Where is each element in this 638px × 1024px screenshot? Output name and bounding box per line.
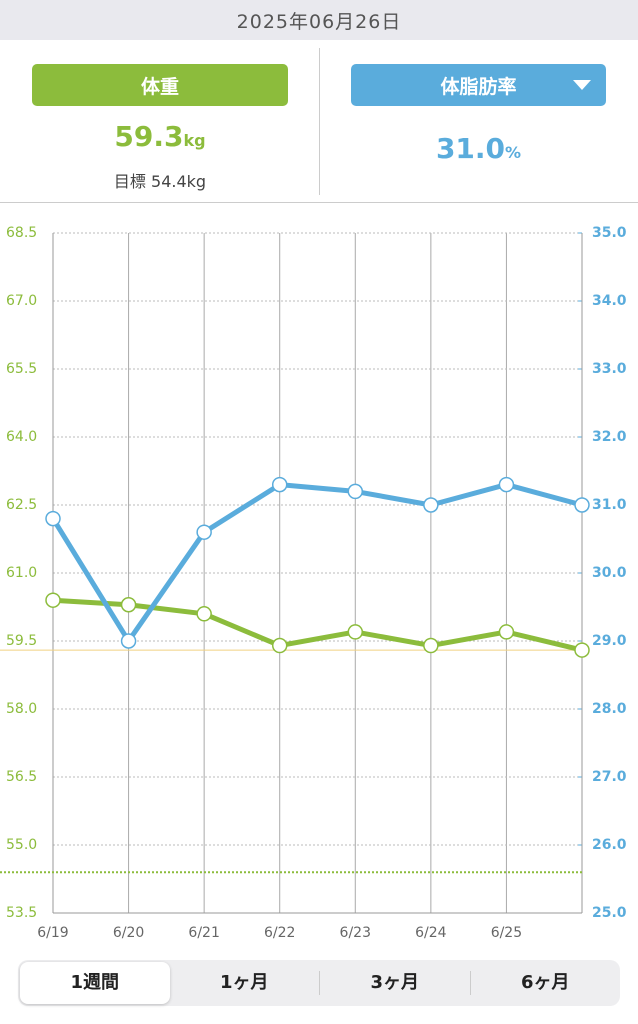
x-tick-label: 6/21 [188,925,219,941]
y-tick-label: 56.5 [6,769,37,785]
period-tab[interactable]: 3ヶ月 [370,972,420,993]
period-tabs: 1週間 1ヶ月 3ヶ月 6ヶ月 [18,960,620,1006]
y2-tick-label: 26.0 [592,837,627,853]
point [45,510,61,527]
y2-tick-label: 34.0 [592,293,627,309]
weight-unit: kg [183,131,206,150]
fat-number: 31.0 [435,132,506,165]
point [271,637,288,654]
period-tab[interactable]: 6ヶ月 [520,972,570,993]
y-tick-label: 59.5 [6,633,37,649]
goal-value: 54.4 [151,172,187,191]
point [196,524,212,540]
y-tick-label: 65.5 [6,361,37,377]
point [574,497,590,513]
point [498,624,515,640]
y2-tick-label: 30.0 [592,565,627,581]
point [498,476,515,493]
chart: 6/19 6/20 6/21 6/22 6/23 6/24 6/25 53.5 55.0 56.5… [0,225,627,941]
period-tab[interactable]: 1週間 [20,962,170,1004]
fat-button[interactable]: 体脂肪率 [351,64,606,106]
y2-tick-label: 28.0 [592,701,627,717]
fat-button-label: 体脂肪率 [440,75,517,98]
summary-panels: 体重 59.3kg 目標 54.4kg 体脂肪率 31.0% [0,40,638,203]
goal: 目標 54.4kg [32,168,288,192]
divider [319,48,320,195]
y-tick-label: 53.5 [6,905,37,921]
weight-button[interactable]: 体重 [32,64,288,106]
series-line [50,482,583,644]
tab-separator [469,971,471,995]
point [120,596,137,613]
y-tick-label: 67.0 [6,293,37,309]
y-tick-label: 68.5 [6,225,37,241]
x-tick-label: 6/24 [415,925,447,941]
point [45,592,61,608]
series-line [52,597,583,653]
y2-tick-label: 29.0 [592,633,627,649]
y-tick-label: 55.0 [6,837,37,853]
y2-tick-label: 27.0 [592,769,627,785]
y-tick-label: 61.0 [6,565,37,581]
y-tick-label: 64.0 [6,429,37,445]
point [196,606,212,622]
y-tick-label: 58.0 [6,701,37,717]
x-tick-label: 6/20 [113,925,144,941]
x-tick-label: 6/23 [340,925,371,941]
weight-value: 59.3kg [32,120,288,153]
point [271,476,288,493]
y-tick-label: 62.5 [6,497,37,513]
date-header: 2025年06月26日 [0,0,638,40]
y2-tick-label: 31.0 [592,497,627,513]
x-tick-label: 6/22 [264,925,295,941]
tab-separator [319,971,320,995]
goal-unit: kg [186,172,207,191]
y2-tick-label: 32.0 [592,429,627,445]
y2-tick-label: 25.0 [592,905,627,921]
period-tab[interactable]: 1ヶ月 [219,972,269,993]
dropdown-arrow [573,80,591,90]
goal-label: 目標 [113,172,146,191]
weight-number: 59.3 [114,120,184,153]
point [574,642,590,658]
y2-tick-label: 33.0 [592,361,627,377]
fat-unit: % [505,143,522,162]
weight-button-label: 体重 [140,75,179,98]
x-tick-label: 6/25 [491,925,522,941]
x-tick-label: 6/19 [37,925,68,941]
date: 2025年06月26日 [236,10,402,33]
point [120,633,137,649]
point [347,483,364,500]
y2-tick-label: 35.0 [592,225,627,241]
point [347,624,364,640]
point [423,637,439,654]
fat-value: 31.0% [351,132,606,165]
point [423,497,439,513]
